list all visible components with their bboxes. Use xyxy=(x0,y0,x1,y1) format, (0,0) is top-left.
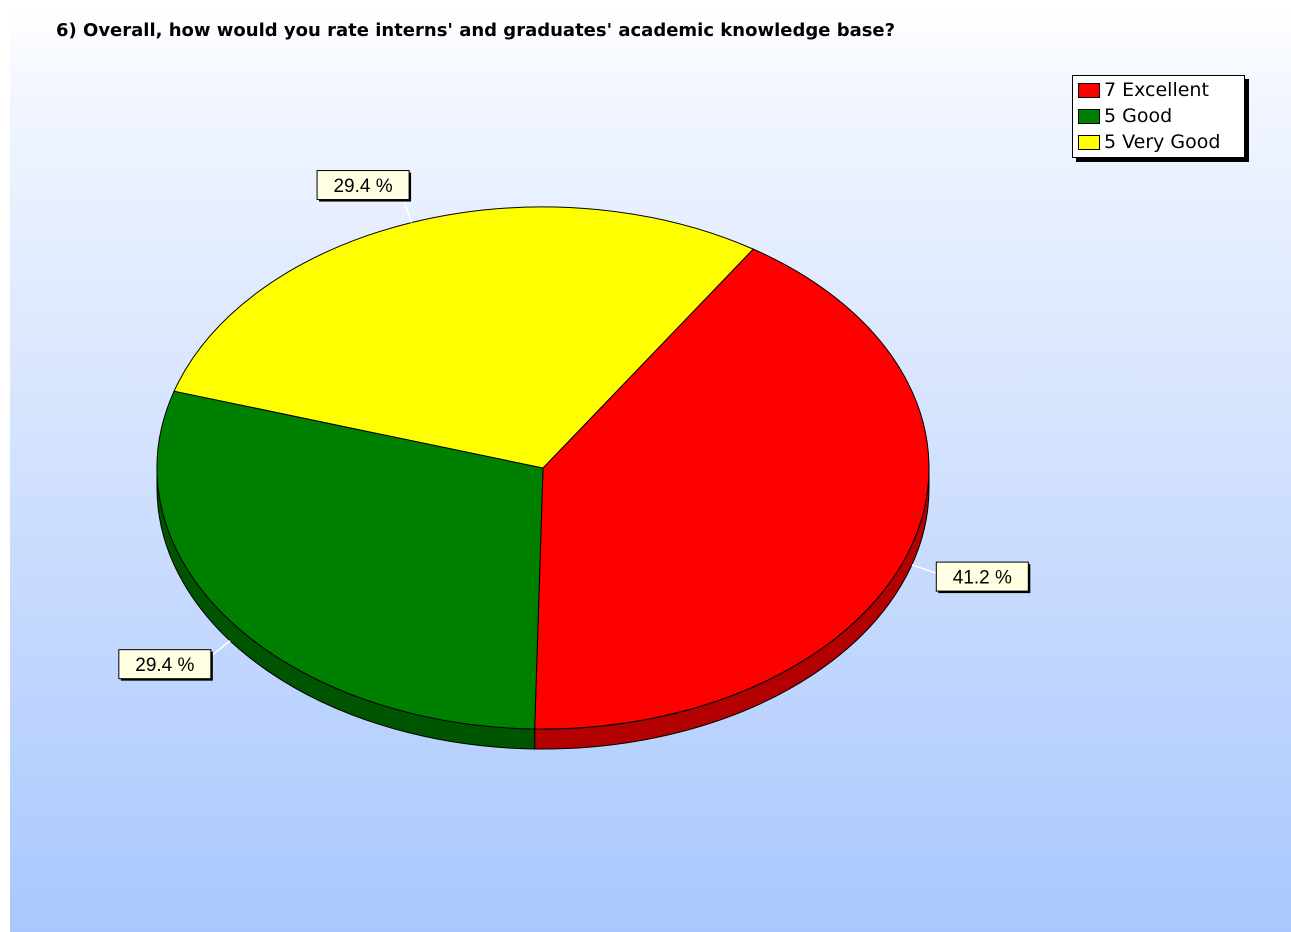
legend: 7 Excellent 5 Good 5 Very Good xyxy=(1072,75,1245,158)
legend-item-very-good: 5 Very Good xyxy=(1078,129,1244,155)
data-label-7-excellent: 41.2 % xyxy=(935,561,1031,594)
pie-slice-5-good xyxy=(156,390,544,730)
legend-label-very-good: 5 Very Good xyxy=(1104,131,1221,153)
legend-label-excellent: 7 Excellent xyxy=(1104,79,1209,101)
data-label-box xyxy=(316,170,410,201)
legend-swatch-very-good xyxy=(1078,134,1100,150)
pie-slice-7-excellent xyxy=(534,248,930,730)
legend-swatch-good xyxy=(1078,108,1100,124)
data-label-5-good: 29.4 % xyxy=(118,649,213,681)
legend-label-good: 5 Good xyxy=(1104,105,1173,127)
chart-title: 6) Overall, how would you rate interns' … xyxy=(56,20,896,41)
data-label-box xyxy=(118,649,212,680)
pie-chart: 41.2 % 29.4 % 29.4 % xyxy=(118,170,1031,750)
legend-item-excellent: 7 Excellent xyxy=(1078,77,1244,103)
legend-item-good: 5 Good xyxy=(1078,103,1244,129)
data-label-text: 41.2 % xyxy=(953,568,1012,589)
chart-area: 6) Overall, how would you rate interns' … xyxy=(10,10,1291,932)
data-label-text: 29.4 % xyxy=(135,655,194,676)
data-label-box xyxy=(935,561,1029,592)
data-label-5-very-good: 29.4 % xyxy=(316,170,412,202)
pie-slice-5-very-good xyxy=(173,206,755,469)
legend-swatch-excellent xyxy=(1078,82,1100,98)
data-label-text: 29.4 % xyxy=(333,176,392,197)
